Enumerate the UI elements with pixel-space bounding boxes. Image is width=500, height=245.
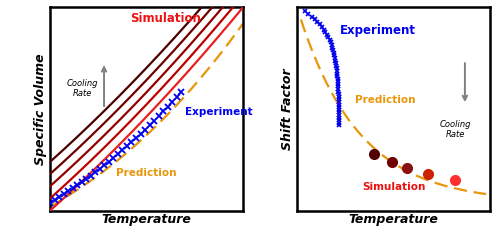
Text: Prediction: Prediction: [116, 168, 176, 178]
Text: Simulation: Simulation: [362, 182, 425, 192]
Text: Experiment: Experiment: [185, 107, 252, 117]
X-axis label: Temperature: Temperature: [102, 213, 192, 226]
Text: Cooling
Rate: Cooling Rate: [440, 120, 471, 139]
Y-axis label: Shift Factor: Shift Factor: [281, 68, 294, 150]
Y-axis label: Specific Volume: Specific Volume: [34, 53, 47, 165]
Text: Experiment: Experiment: [340, 24, 416, 37]
Text: Prediction: Prediction: [355, 95, 416, 105]
Text: Simulation: Simulation: [130, 12, 201, 24]
Text: Cooling
Rate: Cooling Rate: [67, 79, 98, 98]
X-axis label: Temperature: Temperature: [348, 213, 438, 226]
